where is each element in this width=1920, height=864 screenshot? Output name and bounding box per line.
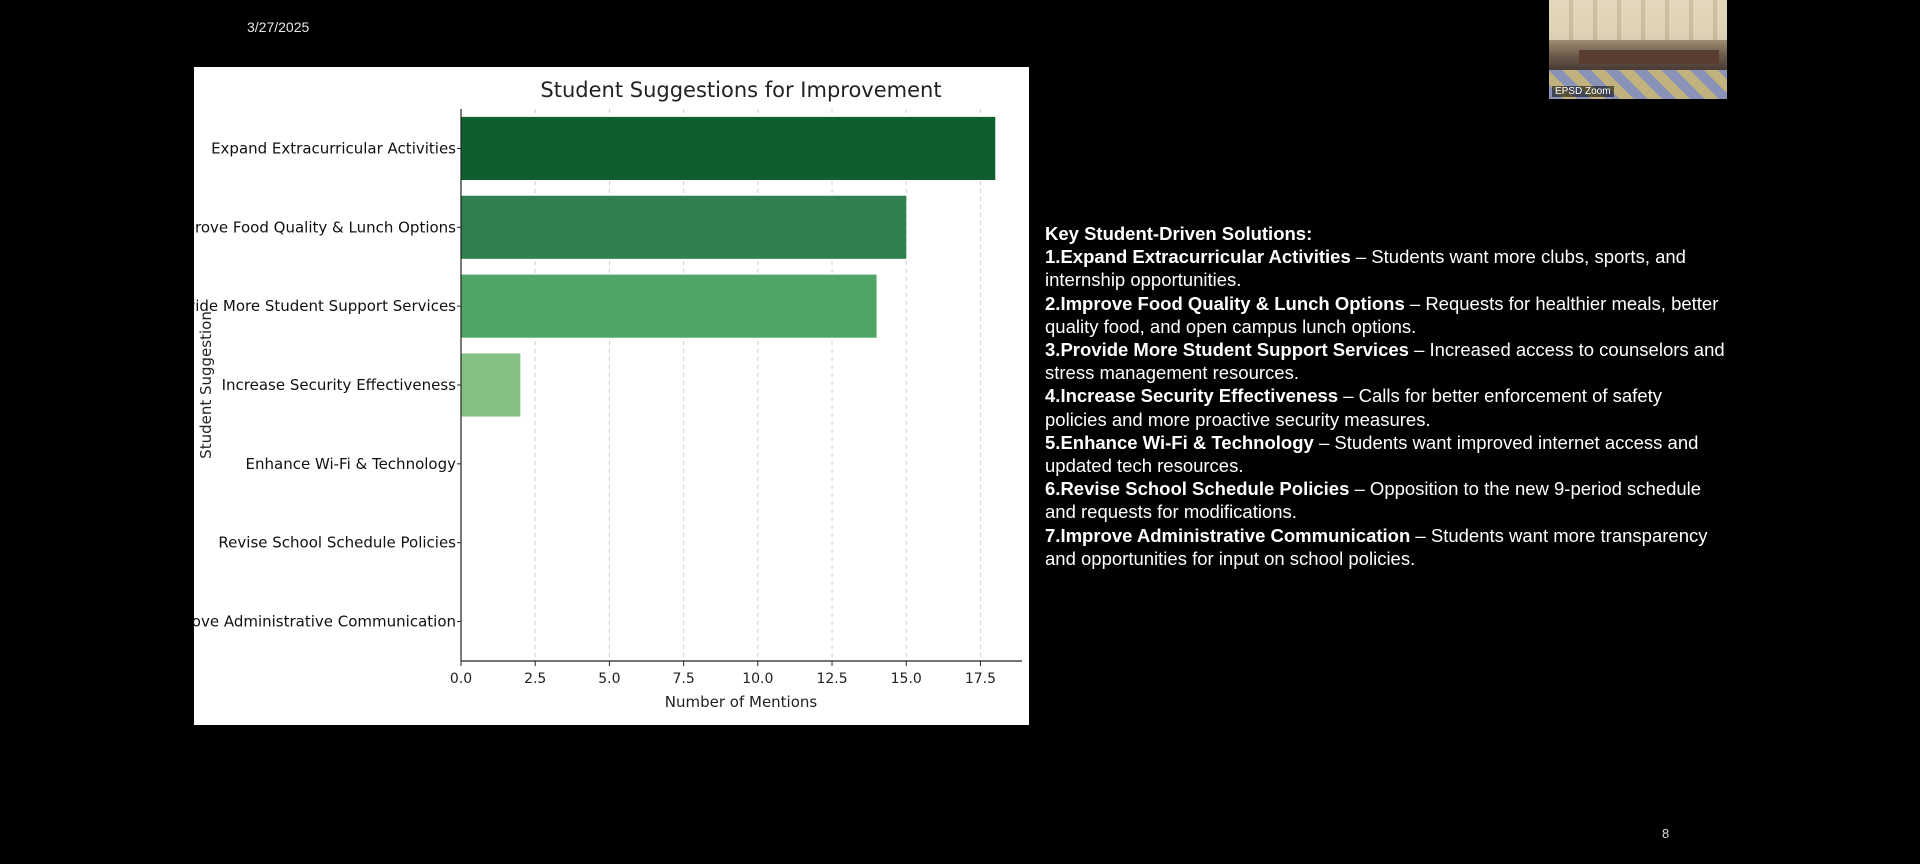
x-tick-label: 17.5: [965, 671, 996, 687]
note-heading: Expand Extracurricular Activities: [1060, 246, 1351, 268]
note-heading: Improve Food Quality & Lunch Options: [1060, 292, 1405, 314]
video-thumbnail[interactable]: EPSD Zoom: [1549, 0, 1727, 99]
axes: [457, 109, 1022, 666]
note-number: 1.: [1045, 246, 1061, 268]
note-text: – Students want improved internet access…: [1045, 431, 1699, 477]
note-text: – Calls for better enforcement of safety…: [1045, 385, 1662, 430]
tick-labels: 0.0 2.5 5.0 7.5 10.0 12.5 15.0 17.5 Expand Extra…: [194, 139, 996, 687]
category-label: Enhance Wi-Fi & Technology: [246, 455, 457, 473]
bars: [461, 116, 996, 417]
notes-list: 1.Expand Extracurricular Activities – St…: [1045, 245, 1725, 570]
x-tick-label: 10.0: [742, 671, 773, 687]
note-heading: Improve Administrative Communication: [1060, 524, 1411, 546]
note-item: 4.Increase Security Effectiveness – Call…: [1045, 384, 1725, 430]
x-tick-label: 15.0: [891, 671, 922, 687]
video-label: EPSD Zoom: [1552, 86, 1614, 97]
note-item: 5.Enhance Wi-Fi & Technology – Students …: [1045, 431, 1725, 477]
note-heading: Increase Security Effectiveness: [1060, 385, 1339, 407]
category-label: Revise School Schedule Policies: [218, 534, 456, 552]
note-item: 3.Provide More Student Support Services …: [1045, 338, 1725, 384]
note-heading: Revise School Schedule Policies: [1060, 478, 1350, 500]
note-number: 7.: [1045, 524, 1061, 546]
category-label: Provide More Student Support Services: [194, 297, 456, 315]
note-text: – Opposition to the new 9-period schedul…: [1045, 478, 1702, 523]
notes-heading: Key Student-Driven Solutions:: [1045, 223, 1313, 244]
grid-lines: [534, 109, 981, 661]
bar: [461, 116, 996, 180]
category-label: Expand Extracurricular Activities: [211, 139, 456, 157]
category-label: Improve Administrative Communication: [194, 613, 456, 631]
x-tick-label: 12.5: [816, 671, 847, 687]
chart-panel: Student Suggestions for Improvement Stud…: [194, 67, 1029, 725]
x-tick-label: 2.5: [524, 671, 546, 687]
category-label: Increase Security Effectiveness: [222, 376, 457, 394]
note-number: 6.: [1045, 478, 1061, 500]
note-item: 7.Improve Administrative Communication –…: [1045, 524, 1725, 570]
x-tick-label: 5.0: [598, 671, 620, 687]
note-heading: Enhance Wi-Fi & Technology: [1060, 431, 1314, 453]
x-tick-label: 7.5: [672, 671, 694, 687]
note-number: 2.: [1045, 292, 1061, 314]
bar-chart: Student Suggestions for Improvement Stud…: [194, 78, 1022, 711]
y-axis-label: Student Suggestion: [197, 311, 215, 459]
note-number: 3.: [1045, 339, 1061, 361]
note-text: – Increased access to counselors and str…: [1045, 339, 1725, 384]
note-number: 5.: [1045, 431, 1061, 453]
chart-title: Student Suggestions for Improvement: [540, 78, 941, 102]
category-label: Improve Food Quality & Lunch Options: [194, 218, 456, 236]
solutions-notes: Key Student-Driven Solutions: 1.Expand E…: [1045, 222, 1725, 570]
note-item: 1.Expand Extracurricular Activities – St…: [1045, 245, 1725, 291]
bar: [461, 274, 877, 338]
note-heading: Provide More Student Support Services: [1060, 339, 1409, 361]
x-tick-label: 0.0: [450, 671, 472, 687]
note-item: 6.Revise School Schedule Policies – Oppo…: [1045, 477, 1725, 523]
x-axis-label: Number of Mentions: [665, 693, 818, 711]
note-text: – Requests for healthier meals, better q…: [1045, 292, 1719, 337]
video-scene-wall: [1549, 0, 1727, 40]
page-number: 8: [1662, 826, 1670, 841]
bar: [461, 195, 907, 259]
note-number: 4.: [1045, 385, 1061, 407]
note-text: – Students want more clubs, sports, and …: [1045, 246, 1686, 291]
slide-date: 3/27/2025: [247, 19, 310, 35]
video-scene-table: [1579, 50, 1719, 64]
bar: [461, 353, 521, 417]
note-item: 2.Improve Food Quality & Lunch Options –…: [1045, 292, 1725, 338]
note-text: – Students want more transparency and op…: [1045, 524, 1708, 569]
